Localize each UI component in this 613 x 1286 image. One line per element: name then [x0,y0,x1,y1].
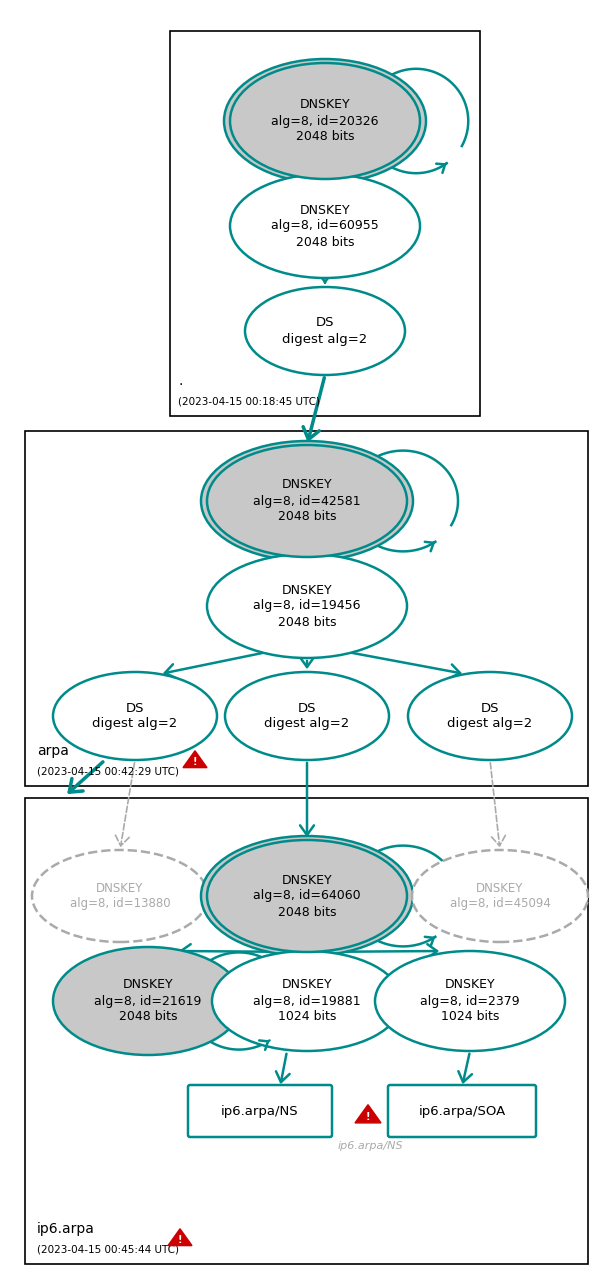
Text: .: . [178,374,183,388]
Ellipse shape [225,673,389,760]
Text: ip6.arpa: ip6.arpa [37,1222,95,1236]
Ellipse shape [32,850,208,943]
Text: !: ! [192,757,197,768]
Text: (2023-04-15 00:18:45 UTC): (2023-04-15 00:18:45 UTC) [178,396,320,406]
Ellipse shape [230,174,420,278]
Ellipse shape [207,445,407,557]
Text: arpa: arpa [37,745,69,757]
Text: ip6.arpa/NS: ip6.arpa/NS [221,1105,299,1118]
Text: DNSKEY
alg=8, id=13880: DNSKEY alg=8, id=13880 [70,881,170,910]
Ellipse shape [53,673,217,760]
Text: DNSKEY
alg=8, id=21619
2048 bits: DNSKEY alg=8, id=21619 2048 bits [94,979,202,1024]
Ellipse shape [207,554,407,658]
Text: DS
digest alg=2: DS digest alg=2 [447,701,533,730]
Text: !: ! [366,1112,370,1123]
Text: DNSKEY
alg=8, id=2379
1024 bits: DNSKEY alg=8, id=2379 1024 bits [420,979,520,1024]
Ellipse shape [408,673,572,760]
Polygon shape [355,1105,381,1123]
Bar [25,799,588,1264]
Text: DNSKEY
alg=8, id=19456
2048 bits: DNSKEY alg=8, id=19456 2048 bits [253,584,360,629]
Text: DS
digest alg=2: DS digest alg=2 [93,701,178,730]
Ellipse shape [207,840,407,952]
Text: DNSKEY
alg=8, id=45094: DNSKEY alg=8, id=45094 [449,881,550,910]
Text: DS
digest alg=2: DS digest alg=2 [264,701,349,730]
Ellipse shape [412,850,588,943]
Bar [170,31,480,415]
Text: DNSKEY
alg=8, id=60955
2048 bits: DNSKEY alg=8, id=60955 2048 bits [271,203,379,248]
Ellipse shape [201,836,413,955]
Text: !: ! [178,1235,182,1245]
Ellipse shape [245,287,405,376]
Text: DNSKEY
alg=8, id=42581
2048 bits: DNSKEY alg=8, id=42581 2048 bits [253,478,361,523]
Bar [25,431,588,786]
Text: (2023-04-15 00:42:29 UTC): (2023-04-15 00:42:29 UTC) [37,766,179,775]
Text: ip6.arpa/SOA: ip6.arpa/SOA [419,1105,506,1118]
FancyBboxPatch shape [188,1085,332,1137]
Ellipse shape [375,952,565,1051]
Ellipse shape [224,59,426,183]
Ellipse shape [212,952,402,1051]
Text: DNSKEY
alg=8, id=64060
2048 bits: DNSKEY alg=8, id=64060 2048 bits [253,873,361,918]
Ellipse shape [53,946,243,1055]
Polygon shape [183,751,207,768]
Text: DS
digest alg=2: DS digest alg=2 [283,316,368,346]
Text: DNSKEY
alg=8, id=19881
1024 bits: DNSKEY alg=8, id=19881 1024 bits [253,979,361,1024]
Polygon shape [168,1229,192,1246]
Text: (2023-04-15 00:45:44 UTC): (2023-04-15 00:45:44 UTC) [37,1244,179,1254]
Ellipse shape [201,441,413,561]
Ellipse shape [230,63,420,179]
Text: ip6.arpa/NS: ip6.arpa/NS [337,1141,403,1151]
FancyBboxPatch shape [388,1085,536,1137]
Text: DNSKEY
alg=8, id=20326
2048 bits: DNSKEY alg=8, id=20326 2048 bits [271,99,379,144]
